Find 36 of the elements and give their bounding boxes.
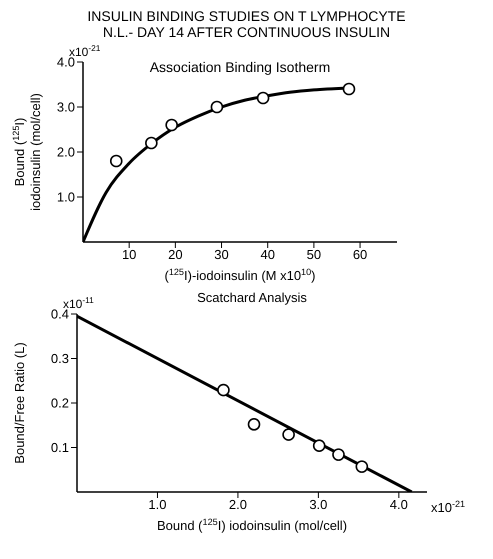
point [248,418,260,431]
point [356,460,368,473]
x-tick-label: 60 [352,247,368,262]
x-tick-label: 4.0 [390,497,408,512]
x-tick-label: 3.0 [309,497,328,512]
y-tick-label: 0.3 [50,351,69,366]
y-tick-label: 2.0 [56,144,75,160]
x-tick-label: 30 [214,247,229,262]
y-tick-label: 1.0 [56,190,75,205]
x-tick-label: 2.0 [228,497,247,512]
point [342,82,356,96]
y-tick-label: 0.2 [50,396,69,411]
point [210,100,224,114]
chart-subtitle: N.L.- DAY 14 AFTER CONTINUOUS INSULIN [102,24,392,40]
y-axis-title: Bound/Free Ratio (L) [12,342,27,464]
point [217,384,230,396]
x-tick-label: 1.0 [148,497,166,512]
x-tick-label: 20 [168,247,183,262]
point [332,448,345,461]
x-axis-title: Bound ($^{125}$I) iodoinsulin (mol/cell) [156,517,348,533]
point [110,154,123,168]
point [165,118,178,132]
x-tick-label: 10 [122,247,136,262]
y-tick-label: 3.0 [56,100,75,115]
y-tick-label: 0.1 [50,440,69,456]
chart-title: INSULIN BINDING STUDIES ON T LYMPHOCYTE [86,8,407,24]
x-tick-label: 50 [306,247,322,262]
point [145,136,158,150]
chart-title: Scatchard Analysis [197,290,307,305]
point [312,439,326,452]
point [282,428,295,441]
x-axis-title: ($^{125}$I)-iodoinsulin (M x10$^{10}$) [164,267,316,283]
annotation: Association Binding Isotherm [150,59,330,75]
x-tick-label: 40 [260,247,275,262]
point [256,92,270,104]
text: x10$^{-21}$ [431,499,466,515]
